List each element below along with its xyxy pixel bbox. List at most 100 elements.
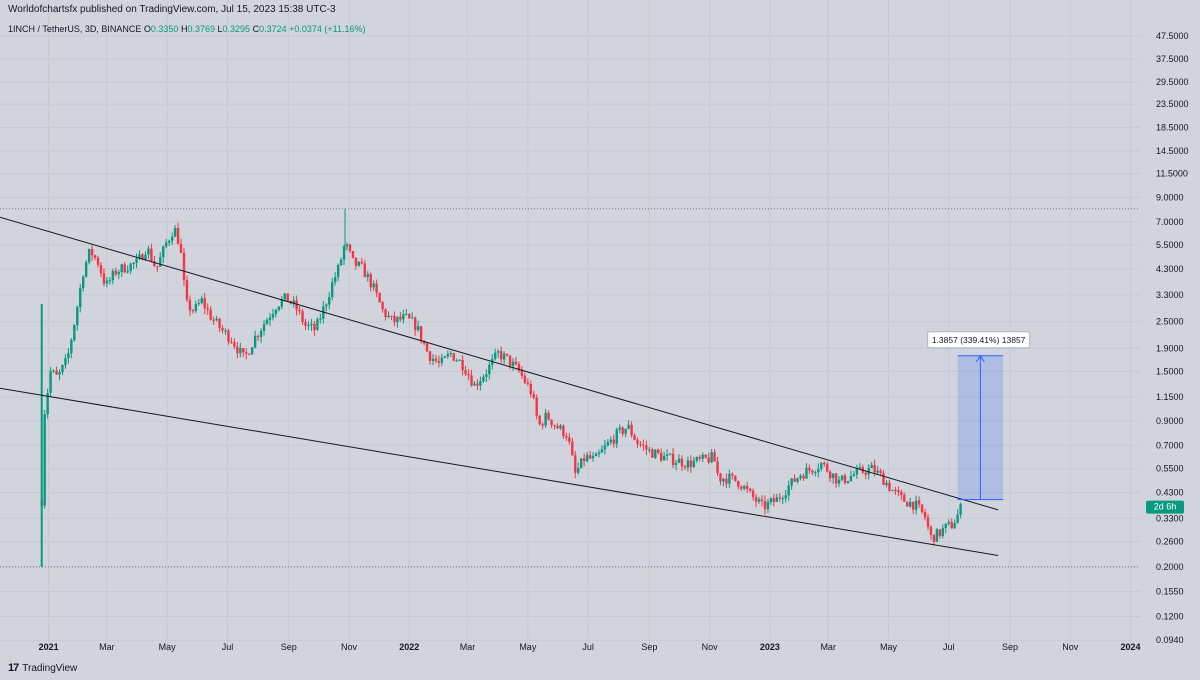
trendline-upper[interactable]	[0, 139, 999, 511]
candle-body	[197, 303, 201, 305]
candle-body	[387, 315, 390, 317]
y-tick-label: 4.3000	[1156, 264, 1184, 274]
x-tick-label: 2023	[760, 642, 780, 652]
x-tick-label: Sep	[1002, 642, 1018, 652]
candle-body	[144, 254, 147, 260]
price-axis[interactable]: 47.5000 37.5000 29.5000 23.5000 18.5000 14.50…	[1140, 0, 1200, 680]
trendlines[interactable]	[0, 139, 999, 556]
x-tick-label: 2022	[399, 642, 419, 652]
candle-body	[784, 495, 787, 499]
tradingview-brand[interactable]: 17 TradingView	[8, 662, 77, 674]
candle-body	[455, 360, 458, 362]
candle-body	[769, 498, 773, 503]
candle-body	[345, 244, 349, 247]
candle-body	[820, 462, 823, 469]
x-tick-label: Jul	[582, 642, 594, 652]
time-axis[interactable]: 2021 Mar May Jul Sep Nov 2022 Mar May Jul Sep Nov 20…	[39, 642, 1141, 652]
x-tick-label: Nov	[341, 642, 358, 652]
y-tick-label: 23.5000	[1156, 99, 1189, 109]
candle-body	[888, 482, 891, 491]
candle-body	[87, 248, 91, 263]
candle-body	[90, 248, 94, 256]
y-tick-label: 7.0000	[1156, 217, 1184, 227]
candle-body	[633, 435, 636, 440]
candle-body	[428, 351, 432, 361]
candle-body	[754, 497, 758, 502]
candle-body	[630, 424, 633, 436]
candle-body	[932, 534, 936, 542]
candle-body	[535, 397, 538, 416]
candle-body	[170, 236, 174, 241]
candle-body	[248, 353, 251, 355]
candle-body	[520, 370, 524, 376]
y-tick-label: 0.0940	[1156, 635, 1184, 645]
candle-body	[357, 261, 361, 266]
candle-body	[117, 271, 120, 275]
candle-body	[162, 246, 165, 258]
candle-body	[568, 437, 571, 442]
candle-body	[452, 353, 455, 361]
x-tick-label: Jul	[943, 642, 955, 652]
candle-body	[707, 457, 710, 463]
candle-body	[295, 300, 298, 310]
candle-body	[360, 261, 364, 264]
candle-body	[141, 254, 144, 260]
candle-body	[550, 419, 553, 426]
candle-body	[743, 486, 746, 489]
candle-body	[76, 307, 79, 326]
candle-body	[671, 453, 675, 466]
candle-body	[437, 361, 441, 363]
candle-body	[73, 325, 76, 341]
symbol-legend[interactable]: 1INCH / TetherUS, 3D, BINANCE O0.3350 H0…	[8, 24, 366, 34]
candle-body	[194, 303, 198, 312]
x-tick-label: 2024	[1121, 642, 1141, 652]
candle-body	[716, 461, 719, 474]
candle-body	[188, 299, 192, 311]
candle-body	[657, 449, 660, 454]
candle-body	[212, 319, 215, 321]
candle-body	[582, 458, 586, 462]
y-tick-label: 0.1550	[1156, 587, 1184, 597]
candle-body	[514, 361, 518, 365]
candle-body	[467, 374, 470, 376]
candle-body	[218, 318, 221, 329]
candle-body	[511, 361, 515, 366]
close-label: C	[252, 24, 260, 34]
publisher-line: Worldofchartsfx published on TradingView…	[8, 4, 336, 15]
candle-body	[84, 262, 88, 277]
candle-body	[909, 501, 912, 507]
candle-body	[274, 310, 278, 315]
candle-body	[411, 317, 414, 319]
candle-body	[328, 297, 331, 305]
candle-body	[760, 499, 764, 501]
y-tick-label: 14.5000	[1156, 146, 1189, 156]
candle-body	[553, 425, 556, 427]
y-tick-label: 2.5000	[1156, 317, 1184, 327]
open-label: O	[143, 24, 151, 34]
candle-body	[778, 497, 781, 499]
candle-body	[49, 370, 52, 394]
measure-arrowhead-icon	[975, 354, 985, 363]
candle-body	[135, 258, 138, 263]
trendline-lower[interactable]	[0, 342, 999, 556]
candle-body	[58, 372, 61, 375]
price-axis-bg	[1140, 0, 1200, 680]
candle-body	[722, 478, 725, 482]
candle-body	[215, 318, 218, 321]
y-tick-label: 1.9000	[1156, 343, 1184, 353]
candle-body	[488, 364, 491, 375]
candle-body	[855, 468, 859, 475]
candle-body	[111, 270, 115, 281]
candle-body	[648, 449, 651, 451]
candle-body	[781, 498, 784, 500]
x-tick-label: Jul	[222, 642, 234, 652]
candle-body	[256, 335, 260, 337]
candle-body	[843, 475, 847, 483]
candle-body	[574, 455, 577, 473]
candle-body	[52, 370, 55, 372]
candle-body	[900, 491, 903, 495]
price-range-measure[interactable]: 1.3857 (339.41%) 13857	[927, 331, 1031, 501]
x-tick-label: Sep	[641, 642, 657, 652]
candle-body	[579, 458, 583, 469]
